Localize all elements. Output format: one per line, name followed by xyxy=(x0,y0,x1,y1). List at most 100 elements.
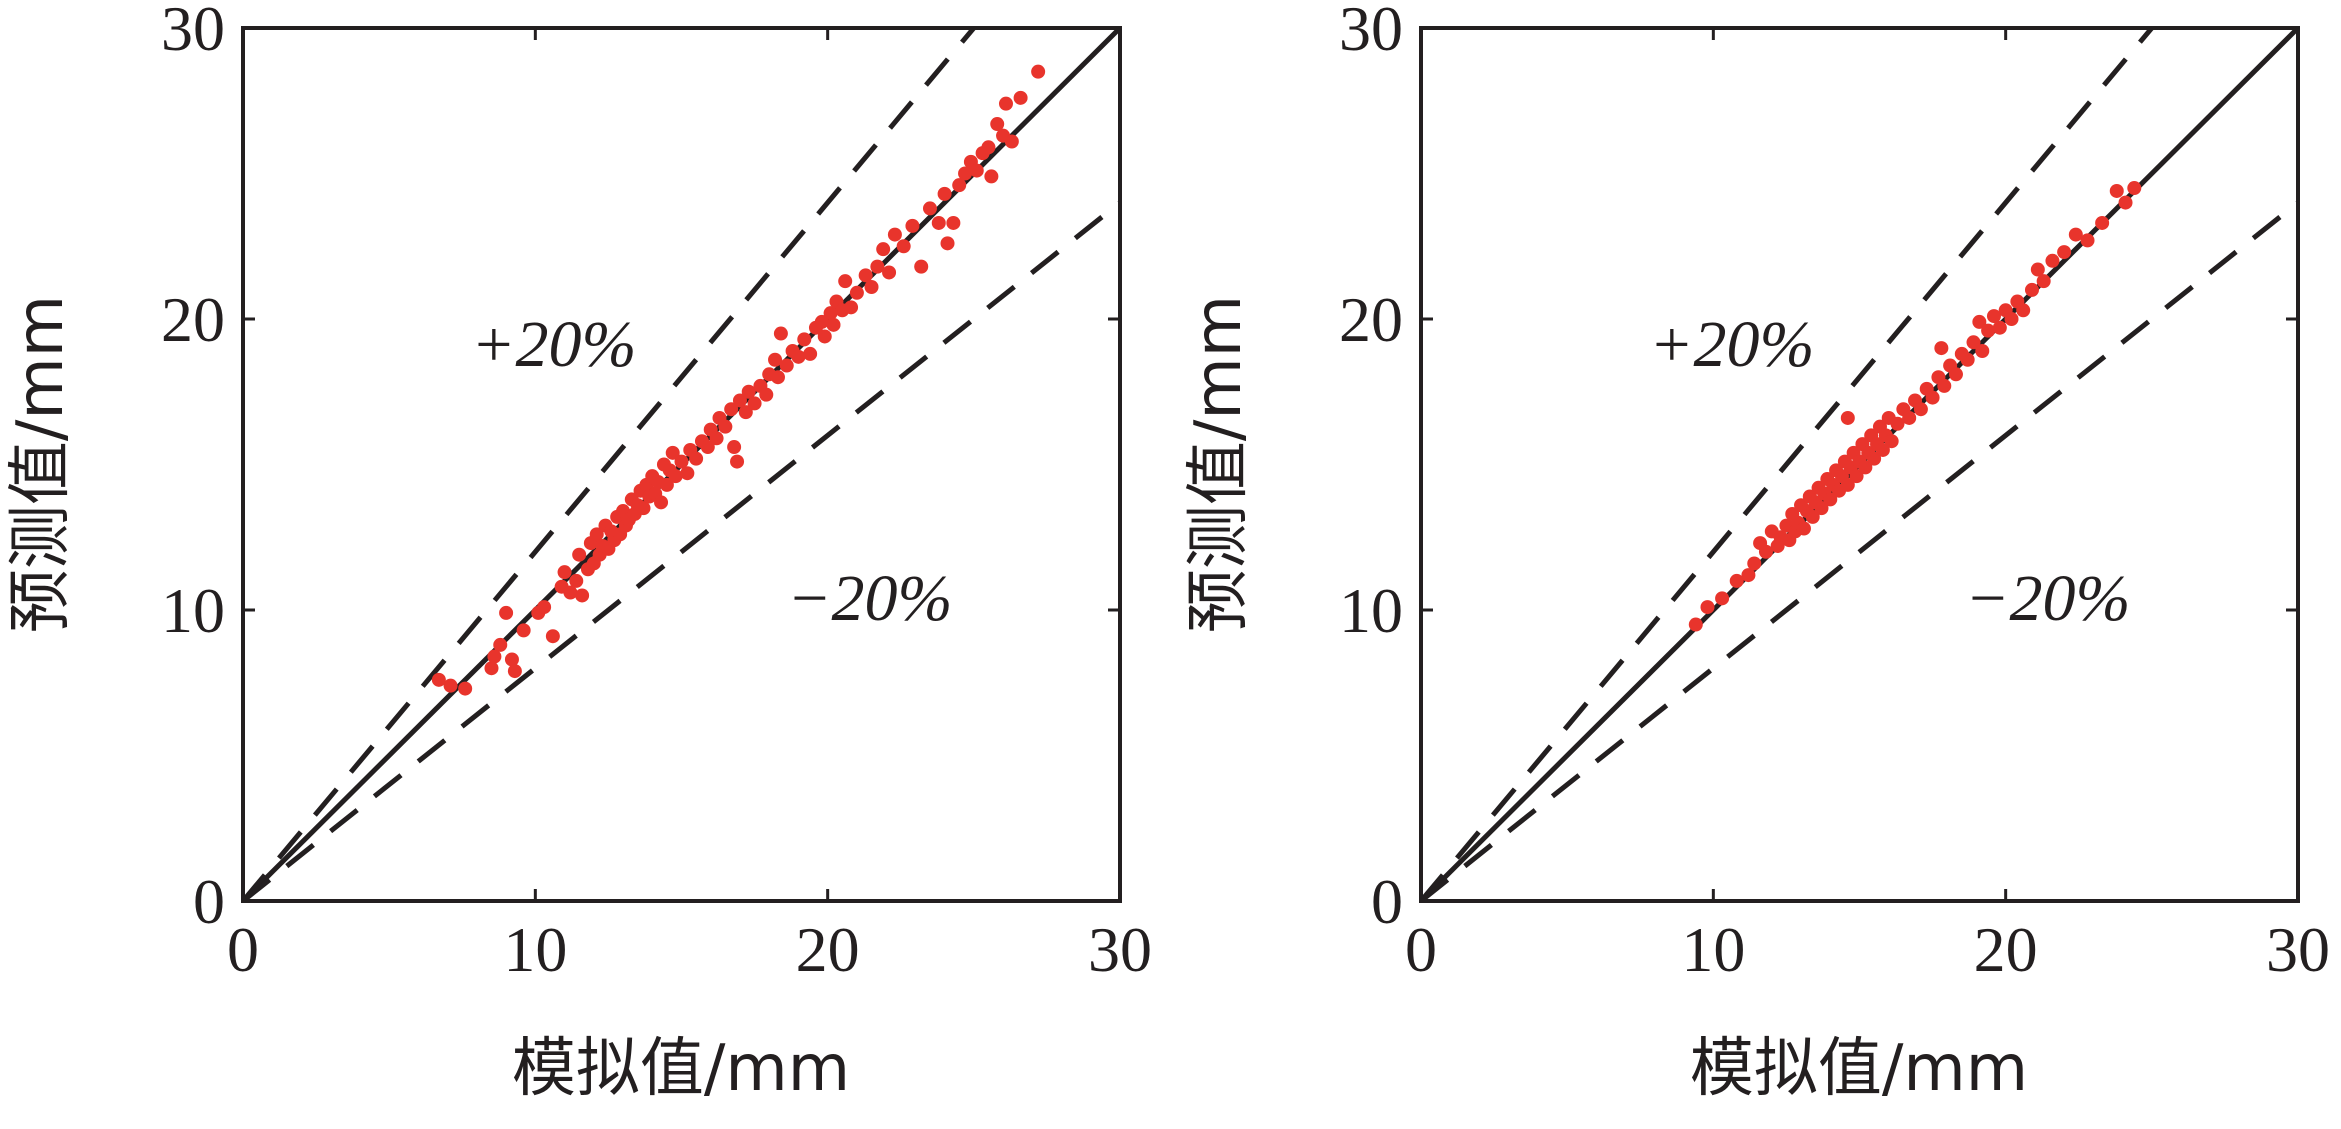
data-point xyxy=(636,501,651,516)
data-point xyxy=(876,242,891,257)
data-point xyxy=(1890,416,1905,431)
data-point xyxy=(2036,274,2051,289)
data-point xyxy=(700,440,715,455)
data-point xyxy=(1758,544,1773,559)
data-point xyxy=(803,346,818,361)
data-point xyxy=(569,573,584,588)
data-point xyxy=(1925,390,1940,405)
data-point xyxy=(1972,314,1987,329)
data-point xyxy=(2030,262,2045,277)
data-point xyxy=(1937,378,1952,393)
data-point xyxy=(2127,181,2142,196)
data-point xyxy=(864,279,879,294)
chart-panel-right: 0 10 20 30 0 10 20 30 模拟值/mm 预测值/mm +20% −20% xyxy=(1182,0,2330,1106)
data-point xyxy=(504,652,519,667)
minus-20-annotation: −20% xyxy=(787,562,953,635)
plot-frame xyxy=(1419,26,2300,903)
x-tick-label: 20 xyxy=(796,914,860,985)
data-point xyxy=(914,259,929,274)
data-point xyxy=(689,451,704,466)
data-point xyxy=(1960,352,1975,367)
data-point xyxy=(665,445,680,460)
data-point xyxy=(1975,344,1990,359)
x-tick-label: 10 xyxy=(1681,914,1745,985)
data-point xyxy=(1981,323,1996,338)
data-point xyxy=(981,140,996,155)
data-point xyxy=(575,588,590,603)
data-point xyxy=(2016,303,2031,318)
data-point xyxy=(779,358,794,373)
data-point xyxy=(791,349,806,364)
data-point xyxy=(654,495,669,510)
plus-20-annotation: +20% xyxy=(1649,308,1815,381)
data-point xyxy=(940,236,955,251)
data-point xyxy=(882,265,897,280)
data-point xyxy=(931,215,946,230)
data-point xyxy=(2024,282,2039,297)
data-point xyxy=(1031,64,1046,79)
data-point xyxy=(1747,556,1762,571)
x-tick-label: 0 xyxy=(1405,914,1437,985)
data-point xyxy=(2045,253,2060,268)
data-point xyxy=(1948,367,1963,382)
data-point xyxy=(2109,183,2124,198)
data-point xyxy=(1867,451,1882,466)
data-point xyxy=(516,623,531,638)
data-point xyxy=(507,664,522,679)
data-point xyxy=(937,186,952,201)
data-point xyxy=(499,605,514,620)
data-point xyxy=(870,259,885,274)
x-tick-label: 30 xyxy=(2266,914,2330,985)
data-point xyxy=(826,317,841,332)
data-point xyxy=(487,649,502,664)
data-point xyxy=(998,96,1013,111)
data-point xyxy=(1840,410,1855,425)
data-point xyxy=(709,431,724,446)
data-point xyxy=(1875,442,1890,457)
y-tick-label: 10 xyxy=(161,575,225,646)
data-point xyxy=(443,678,458,693)
data-point xyxy=(741,384,756,399)
data-point xyxy=(1902,410,1917,425)
data-point xyxy=(680,466,695,481)
y-axis-label: 预测值/mm xyxy=(1182,295,1256,633)
data-point xyxy=(659,477,674,492)
x-axis-label: 模拟值/mm xyxy=(512,1032,850,1106)
data-point xyxy=(990,117,1005,132)
data-point xyxy=(1858,460,1873,475)
plus-20-annotation: +20% xyxy=(471,308,637,381)
data-point xyxy=(1715,591,1730,606)
data-point xyxy=(1741,568,1756,583)
data-point xyxy=(1013,90,1028,105)
data-point xyxy=(922,201,937,216)
data-point xyxy=(1913,402,1928,417)
data-point xyxy=(545,629,560,644)
data-point xyxy=(1934,341,1949,356)
data-point xyxy=(2095,215,2110,230)
data-point xyxy=(896,239,911,254)
data-point xyxy=(458,681,473,696)
plus-20-line xyxy=(243,28,978,901)
data-point xyxy=(718,419,733,434)
y-axis-label: 预测值/mm xyxy=(4,295,78,633)
data-point xyxy=(431,672,446,687)
data-point xyxy=(572,547,587,562)
chart-panel-left: 0 10 20 30 0 10 20 30 模拟值/mm 预测值/mm +20% −20% xyxy=(4,0,1152,1106)
data-point xyxy=(814,314,829,329)
minus-20-line xyxy=(1421,200,2298,901)
data-point xyxy=(768,352,783,367)
data-point xyxy=(838,274,853,289)
x-tick-label: 0 xyxy=(227,914,259,985)
data-point xyxy=(674,454,689,469)
minus-20-line xyxy=(243,200,1120,901)
x-tick-label: 10 xyxy=(503,914,567,985)
data-point xyxy=(1986,309,2001,324)
data-point xyxy=(747,396,762,411)
y-tick-label: 0 xyxy=(193,866,225,937)
data-point xyxy=(817,329,832,344)
data-point xyxy=(493,637,508,652)
plot-frame xyxy=(241,26,1122,903)
data-point xyxy=(1966,335,1981,350)
data-point xyxy=(589,527,604,542)
